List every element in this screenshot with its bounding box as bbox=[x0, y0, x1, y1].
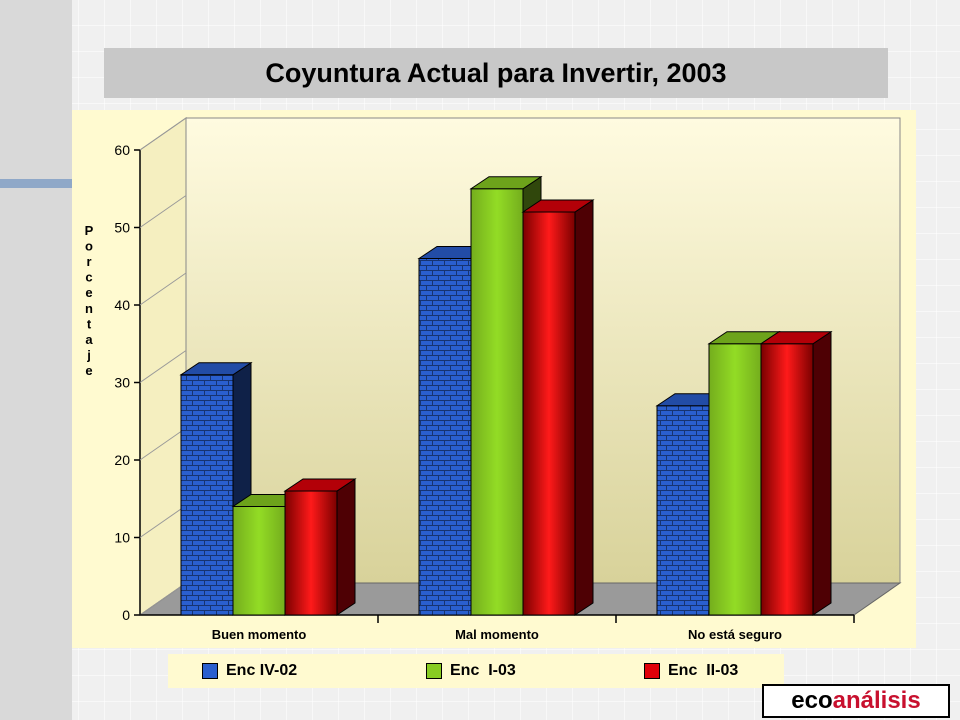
bar bbox=[521, 199, 595, 616]
bar-side bbox=[336, 478, 356, 616]
y-axis-title-letter: e bbox=[85, 285, 92, 300]
legend-label-enc-i-03: Enc I-03 bbox=[450, 662, 516, 679]
bar-front bbox=[760, 343, 814, 616]
y-tick-label: 0 bbox=[122, 607, 130, 623]
legend-swatch-enc-iv-02 bbox=[202, 663, 218, 679]
x-tick-label: No está seguro bbox=[688, 627, 782, 642]
y-axis-title-letter: e bbox=[85, 363, 92, 378]
chart-title: Coyuntura Actual para Invertir, 2003 bbox=[104, 48, 888, 98]
y-tick-label: 60 bbox=[114, 142, 130, 158]
y-axis-title-letter: a bbox=[85, 332, 93, 347]
bar-front bbox=[284, 490, 338, 616]
legend-item-enc-ii-03: Enc II-03 bbox=[644, 654, 738, 688]
legend-swatch-enc-ii-03 bbox=[644, 663, 660, 679]
logo-part-analisis: análisis bbox=[832, 687, 921, 714]
bar-front bbox=[522, 211, 576, 616]
y-axis-title-letter: j bbox=[86, 348, 91, 363]
bar bbox=[283, 478, 357, 616]
y-grid-diagonal bbox=[139, 117, 187, 151]
bar-top bbox=[521, 199, 595, 213]
accent-line bbox=[0, 179, 72, 188]
y-axis-title-letter: o bbox=[85, 238, 93, 253]
bar-top bbox=[179, 362, 253, 376]
y-grid-diagonal bbox=[139, 427, 187, 461]
bar bbox=[179, 361, 253, 616]
y-axis-title-letter: c bbox=[85, 270, 92, 285]
y-grid-diagonal bbox=[139, 195, 187, 228]
x-tick-label: Mal momento bbox=[455, 627, 539, 642]
y-axis-title-letter: r bbox=[86, 254, 91, 269]
ecoanalisis-logo: eco análisis bbox=[762, 684, 950, 718]
bar-front bbox=[418, 258, 472, 616]
bar-top bbox=[283, 478, 357, 492]
bar bbox=[759, 330, 833, 616]
y-tick-label: 50 bbox=[114, 220, 130, 236]
left-decor-bar bbox=[0, 0, 72, 720]
bar-top bbox=[759, 331, 833, 345]
y-tick-label: 30 bbox=[114, 375, 130, 391]
legend-item-enc-iv-02: Enc IV-02 bbox=[202, 654, 297, 688]
y-tick-label: 10 bbox=[114, 530, 130, 546]
bar-front bbox=[708, 343, 762, 616]
y-grid-diagonal bbox=[139, 272, 187, 306]
bar-side bbox=[812, 330, 832, 616]
legend-swatch-enc-i-03 bbox=[426, 663, 442, 679]
legend-label-enc-ii-03: Enc II-03 bbox=[668, 662, 739, 679]
x-tick-label: Buen momento bbox=[212, 627, 307, 642]
y-grid-diagonal bbox=[139, 582, 187, 616]
legend-label-enc-iv-02: Enc IV-02 bbox=[226, 662, 298, 679]
bar-front bbox=[180, 374, 234, 616]
y-axis-title-letter: n bbox=[85, 301, 93, 316]
legend: Enc IV-02 Enc I-03 Enc II-03 bbox=[168, 654, 784, 688]
bar-top bbox=[469, 176, 543, 190]
bar-front bbox=[656, 405, 710, 616]
y-grid-diagonal bbox=[139, 350, 187, 383]
logo-part-eco: eco bbox=[791, 687, 833, 714]
y-grid-diagonal bbox=[139, 505, 187, 538]
bar-side bbox=[574, 199, 594, 616]
y-tick-label: 20 bbox=[114, 452, 130, 468]
y-axis-title-letter: t bbox=[87, 316, 92, 331]
bar-front bbox=[232, 506, 286, 616]
bar-front bbox=[470, 188, 524, 616]
y-tick-label: 40 bbox=[114, 297, 130, 313]
legend-item-enc-i-03: Enc I-03 bbox=[426, 654, 516, 688]
y-axis-title-letter: P bbox=[85, 223, 94, 238]
